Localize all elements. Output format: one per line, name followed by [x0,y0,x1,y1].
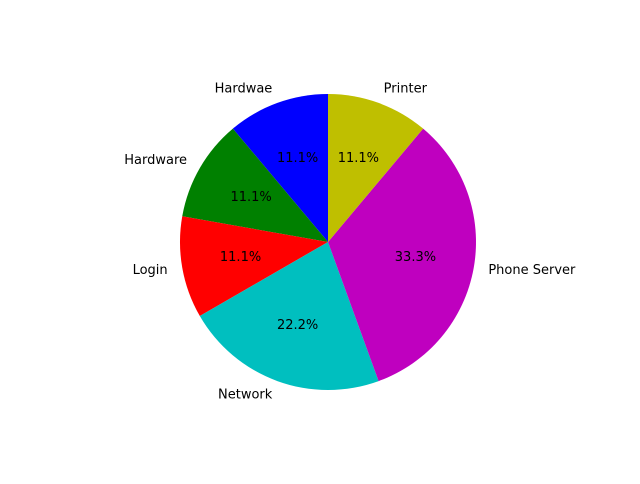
percent-label-hardwae: 11.1% [277,151,318,166]
category-label-hardwae: Hardwae [215,82,273,97]
category-label-hardware: Hardware [124,153,187,168]
category-labels: Hardwae Hardware Login Network Phone Server P… [124,82,576,403]
pie-slice-login [180,216,328,316]
category-label-printer: Printer [384,82,428,97]
pie-slice-hardware [182,128,328,242]
percent-label-hardware: 11.1% [230,190,271,205]
category-label-login: Login [133,263,168,278]
pie-slice-phone-server [328,128,476,382]
percent-label-network: 22.2% [277,318,318,333]
percent-label-phone-server: 33.3% [395,250,436,265]
pie-slice-network [199,242,379,390]
percent-labels: 11.1% 11.1% 11.1% 22.2% 33.3% 11.1% [220,151,436,333]
category-label-phone-server: Phone Server [488,263,576,278]
percent-label-printer: 11.1% [338,151,379,166]
pie-slices [180,94,476,390]
category-label-network: Network [218,387,273,402]
pie-slice-hardwae [232,94,328,242]
percent-label-login: 11.1% [220,250,261,265]
pie-slice-printer [328,94,424,242]
